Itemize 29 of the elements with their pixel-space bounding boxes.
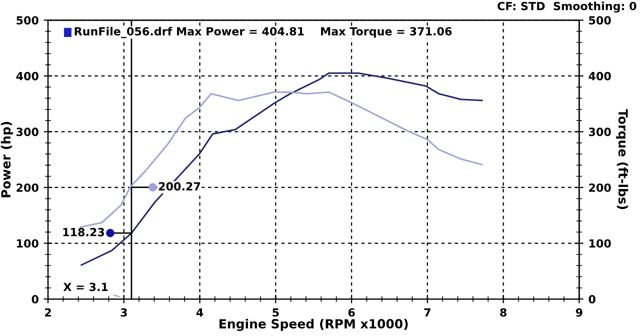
y2-tick-label: 300 (588, 128, 611, 136)
y-tick-label: 200 (16, 183, 38, 192)
x-tick-label: 8 (500, 308, 506, 317)
y2-tick-label: 200 (589, 183, 611, 192)
ref-line-label: X = 3.1 (63, 282, 108, 292)
annotation: 118.23 (63, 228, 104, 236)
y2-tick-label: 400 (588, 72, 611, 80)
annotation: 200.27 (158, 182, 200, 191)
x-tick-label: 3 (120, 308, 127, 317)
y-axis-title: Power (hp) (0, 122, 13, 198)
y-tick-label: 100 (17, 239, 38, 248)
y2-tick-label: 500 (589, 16, 611, 25)
x-axis-title: Engine Speed (RPM x1000) (220, 318, 408, 332)
y-tick-label: 500 (16, 16, 38, 25)
x-tick-label: 9 (576, 308, 582, 317)
annotation: RunFile_056.drf Max Power = 404.81 Max Torque = 371.06 (74, 26, 452, 38)
x-tick-label: 5 (272, 308, 279, 317)
y-tick-label: 0 (32, 295, 38, 304)
y2-tick-label: 100 (589, 239, 611, 248)
y2-axis-title: Torque (ft-lbs) (616, 109, 628, 210)
x-tick-label: 7 (424, 308, 430, 317)
x-tick-label: 2 (45, 308, 51, 317)
y2-tick-label: 0 (588, 295, 596, 304)
x-tick-label: 4 (196, 308, 204, 317)
line-series (80, 91, 483, 228)
y-tick-label: 300 (16, 128, 38, 136)
text: CF: STD Smoothing: 0 (498, 2, 636, 13)
x-tick-label: 6 (348, 308, 355, 317)
y-tick-label: 400 (16, 72, 38, 80)
